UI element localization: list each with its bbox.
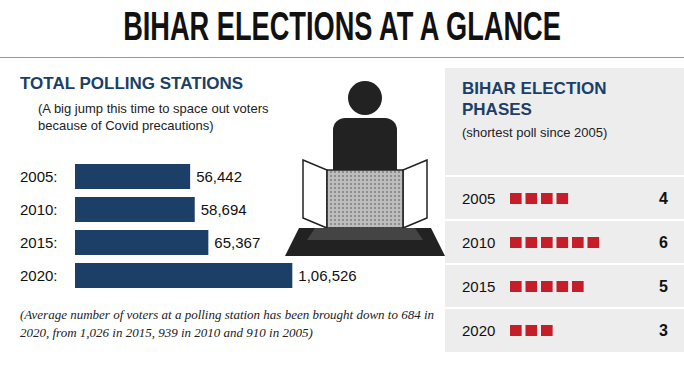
- svg-text:65,367: 65,367: [214, 234, 260, 251]
- svg-text:3: 3: [659, 322, 668, 339]
- svg-text:2010: 2010: [462, 234, 495, 251]
- svg-text:6: 6: [659, 234, 668, 251]
- svg-text:2005:: 2005:: [20, 168, 58, 185]
- svg-text:2020:: 2020:: [20, 267, 58, 284]
- svg-text:2020: 2020: [462, 322, 495, 339]
- svg-text:2010:: 2010:: [20, 201, 58, 218]
- html-text:(Average number of voters at a: (Average number of voters at a polling s…: [20, 307, 434, 340]
- svg-text:4: 4: [659, 190, 668, 207]
- svg-text:5: 5: [659, 278, 668, 295]
- html-text:(A big jump this time to space: (A big jump this time to space out voter…: [38, 101, 269, 133]
- svg-text:2015: 2015: [462, 278, 495, 295]
- html-text:TOTAL POLLING STATIONS: TOTAL POLLING STATIONS: [20, 74, 244, 93]
- html-text:BIHAR ELECTIONS AT A GLANCE: BIHAR ELECTIONS AT A GLANCE: [123, 4, 561, 48]
- svg-text:56,442: 56,442: [196, 168, 242, 185]
- svg-text:2005: 2005: [462, 190, 495, 207]
- svg-text:58,694: 58,694: [201, 201, 247, 218]
- svg-text:1,06,526: 1,06,526: [298, 267, 356, 284]
- html-text:(shortest poll since 2005): (shortest poll since 2005): [462, 125, 608, 140]
- svg-text:2015:: 2015:: [20, 234, 58, 251]
- html-text:BIHAR ELECTION PHASES: BIHAR ELECTION PHASES: [462, 79, 607, 119]
